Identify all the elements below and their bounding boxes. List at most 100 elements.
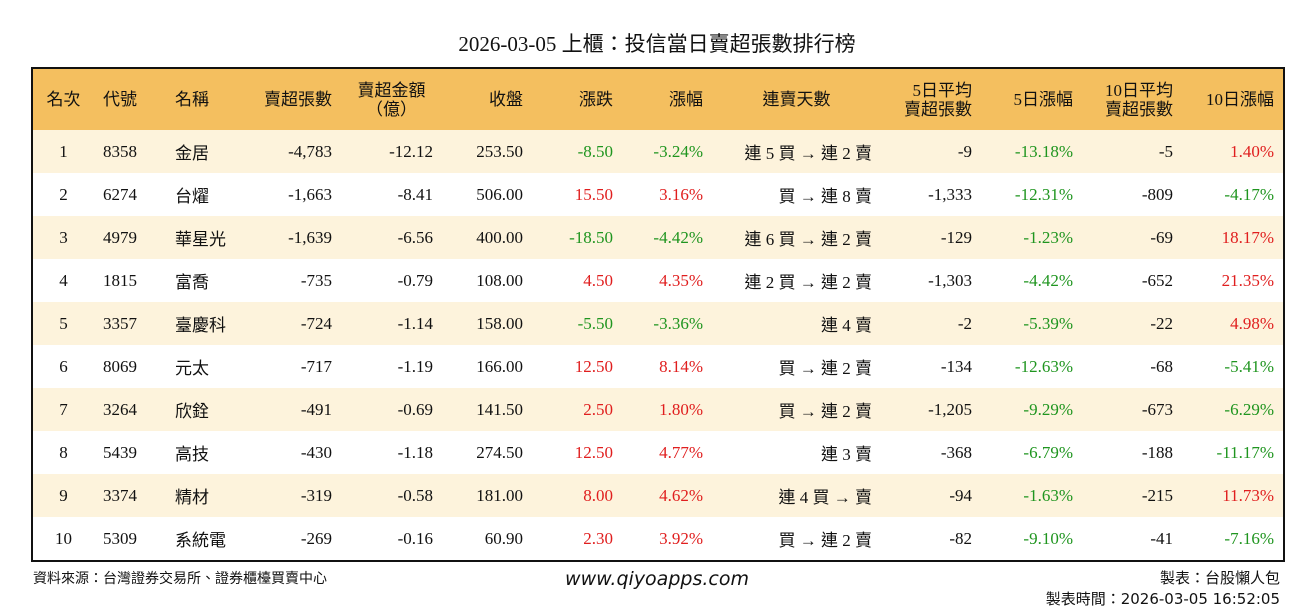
cell: 181.00 [442,474,532,517]
header-line: 漲幅 [669,90,703,109]
cell: 元太 [175,359,209,378]
cell: -5.50 [532,302,622,345]
header-line: 代號 [103,90,137,109]
table-row: 4 1815 富喬 -735 -0.79 108.00 4.50 4.35% 連 2 買 → 連… [32,259,1284,302]
cell: 系統電 [175,531,226,550]
table-row: 2 6274 台燿 -1,663 -8.41 506.00 15.50 3.16% 買 → 連 … [32,173,1284,216]
header-line: 名次 [46,90,81,109]
cell: -1.19 [397,356,433,376]
site: www.qiyoapps.com [565,568,749,590]
cell: -3.24% [622,130,712,173]
cell: -4,783 [241,130,341,173]
cell: -11.17% [1216,442,1274,462]
column-header: 10日平均 賣超張數 [1082,68,1182,130]
cell: -18.50 [532,216,622,259]
cell: 4.62% [622,474,712,517]
cell: 台燿 [175,187,209,206]
cell: -22 [1082,302,1182,345]
cell: -5 [1082,130,1182,173]
cell: -7.16% [1224,528,1274,548]
cell: -5.41% [1224,356,1274,376]
cell: 60.90 [484,528,523,548]
cell: 158.00 [442,302,532,345]
cell: 4979 [94,216,166,259]
cell: -12.63% [1014,356,1073,376]
cell: -82 [949,528,972,548]
cell: 連 3 賣 [821,445,872,464]
header-line: 10日平均 [1105,80,1173,100]
cell: 1 [32,130,94,173]
cell: -319 [241,474,341,517]
cell: 5309 [103,528,137,548]
cell: 8.00 [532,474,622,517]
cell: -1,663 [288,184,332,204]
cell: 8358 [94,130,166,173]
header-line: 賣超張數 [904,99,972,119]
cell: 8.14% [659,356,703,376]
cell: -4.42% [622,216,712,259]
cell: 400.00 [442,216,532,259]
cell: 連 5 買 → 連 2 賣 [712,130,881,173]
table-row: 5 3357 臺慶科 -724 -1.14 158.00 -5.50 -3.36% 連 4 賣-… [32,302,1284,345]
cell: 11.73% [1182,474,1284,517]
cell: 買 → 連 2 賣 [778,531,873,550]
cell: 15.50 [574,184,613,204]
table-row: 6 8069 元太 -717 -1.19 166.00 12.50 8.14% 買 → 連 2 … [32,345,1284,388]
cell: 141.50 [442,388,532,431]
cell: -134 [940,356,972,376]
cell: 4.77% [659,442,703,462]
cell: 富喬 [175,273,209,292]
cell: 金居 [166,130,241,173]
cell: -1.14 [341,302,442,345]
table-row: 10 5309 系統電 -269 -0.16 60.90 2.30 3.92% 買 → 連 2 … [32,517,1284,561]
cell: 9 [32,474,94,517]
column-header: 收盤 [442,68,532,130]
cell: 連 4 賣 [712,302,881,345]
header-row: 名次 代號 名稱 賣超張數 賣超金額 （億） 收盤 漲跌 漲幅 連賣天數 5日平均 賣超張數 5日漲幅 1… [32,68,1284,130]
cell: 8069 [103,356,137,376]
cell: -1,205 [881,388,981,431]
cell: 18.17% [1182,216,1284,259]
cell: -215 [1082,474,1182,517]
cell: 2.30 [583,528,613,548]
cell: -430 [300,442,332,462]
time: 製表時間：2026-03-05 16:52:05 [1045,590,1280,608]
cell: -1.18 [397,442,433,462]
column-header: 賣超金額 （億） [341,68,442,130]
cell: -12.31% [1014,184,1073,204]
cell: 3.92% [659,528,703,548]
cell: 臺慶科 [166,302,241,345]
title: 2026-03-05 上櫃：投信當日賣超張數排行榜 [458,32,856,56]
cell: 精材 [166,474,241,517]
header-line: （億） [366,99,417,119]
cell: -491 [241,388,341,431]
cell: -1.63% [981,474,1082,517]
cell: -1.23% [981,216,1082,259]
cell: 4.50 [583,270,613,290]
cell: -8.50 [532,130,622,173]
source: 資料來源：台灣證券交易所、證券櫃檯買賣中心 [33,571,327,587]
cell: -2 [881,302,981,345]
header-line: 賣超張數 [1105,99,1173,119]
table-row: 9 3374 精材 -319 -0.58 181.00 8.00 4.62% 連 4 買 → 賣… [32,474,1284,517]
cell: 8 [59,442,68,462]
cell: -0.79 [397,270,433,290]
cell: -9 [881,130,981,173]
cell: -41 [1150,528,1173,548]
cell: -6.56 [341,216,442,259]
cell: -1,303 [928,270,972,290]
cell: 3.16% [659,184,703,204]
column-header: 10日漲幅 [1182,68,1284,130]
cell: 3 [32,216,94,259]
cell: 274.50 [476,442,523,462]
cell: 買 → 連 2 賣 [712,388,881,431]
cell: 1.80% [622,388,712,431]
header-line: 5日漲幅 [1013,90,1074,109]
header-line: 漲跌 [579,90,613,109]
cell: 12.50 [574,442,613,462]
cell: 21.35% [1221,270,1274,290]
cell: 連 4 買 → 賣 [712,474,881,517]
column-header: 連賣天數 [712,68,881,130]
